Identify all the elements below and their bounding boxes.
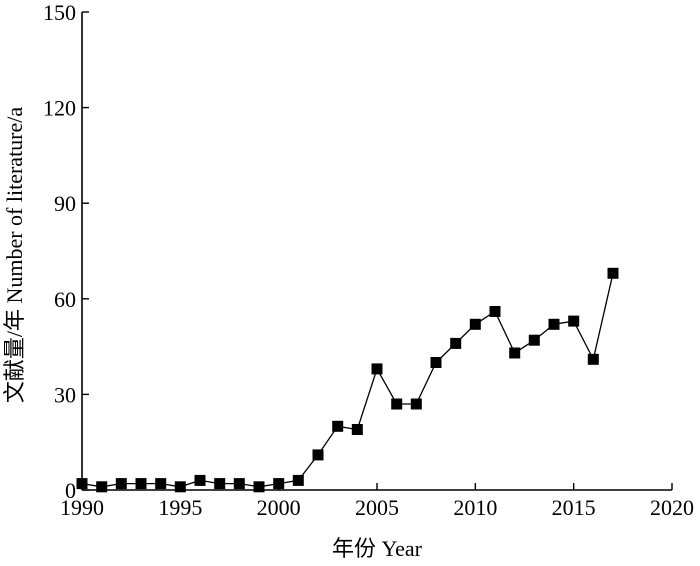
y-tick-label: 0	[65, 478, 76, 503]
data-point-1996	[194, 474, 206, 486]
data-point-2017	[607, 267, 619, 279]
data-point-1999	[253, 481, 265, 493]
x-tick-label: 2010	[453, 495, 497, 520]
data-point-2013	[528, 334, 540, 346]
data-point-1991	[96, 481, 108, 493]
y-tick-label: 30	[54, 382, 76, 407]
data-point-2009	[450, 337, 462, 349]
data-point-2014	[548, 318, 560, 330]
y-tick-label: 90	[54, 191, 76, 216]
data-point-1992	[115, 478, 127, 490]
series-markers	[76, 267, 619, 493]
data-point-1994	[155, 478, 167, 490]
x-tick-label: 2020	[650, 495, 694, 520]
y-axis-title: 文献量/年 Number of literature/a	[2, 107, 27, 404]
data-point-1995	[174, 481, 186, 493]
x-tick-label: 2000	[257, 495, 301, 520]
y-ticks: 0 30 60 90 120 150	[43, 0, 89, 503]
data-point-2001	[292, 474, 304, 486]
data-point-2008	[430, 357, 442, 368]
data-point-2016	[587, 353, 599, 365]
data-point-1997	[214, 478, 226, 490]
data-point-2004	[351, 424, 363, 435]
x-tick-label: 1990	[60, 495, 104, 520]
data-point-2006	[391, 398, 403, 410]
data-point-2007	[410, 398, 422, 410]
data-point-1990	[76, 478, 88, 490]
data-point-2010	[469, 318, 481, 330]
x-axis-title: 年份 Year	[332, 536, 423, 561]
data-point-1998	[233, 478, 245, 490]
chart-axes	[81, 12, 672, 491]
data-point-2002	[312, 449, 324, 461]
x-tick-label: 1995	[158, 495, 202, 520]
series-line	[81, 273, 614, 488]
y-tick-label: 60	[54, 287, 76, 312]
x-tick-label: 2005	[355, 495, 399, 520]
y-tick-label: 150	[43, 0, 76, 25]
data-point-2012	[509, 347, 521, 359]
data-point-2000	[273, 478, 285, 490]
data-point-2015	[568, 315, 580, 327]
x-tick-label: 2015	[552, 495, 596, 520]
data-point-1993	[135, 478, 147, 490]
data-point-2003	[332, 420, 344, 432]
data-point-2011	[489, 306, 501, 317]
x-ticks: 1990 1995 2000 2005 2010 2015 2020	[60, 483, 694, 520]
data-point-2005	[371, 363, 383, 375]
y-tick-label: 120	[43, 96, 76, 121]
series-polyline	[81, 273, 614, 488]
